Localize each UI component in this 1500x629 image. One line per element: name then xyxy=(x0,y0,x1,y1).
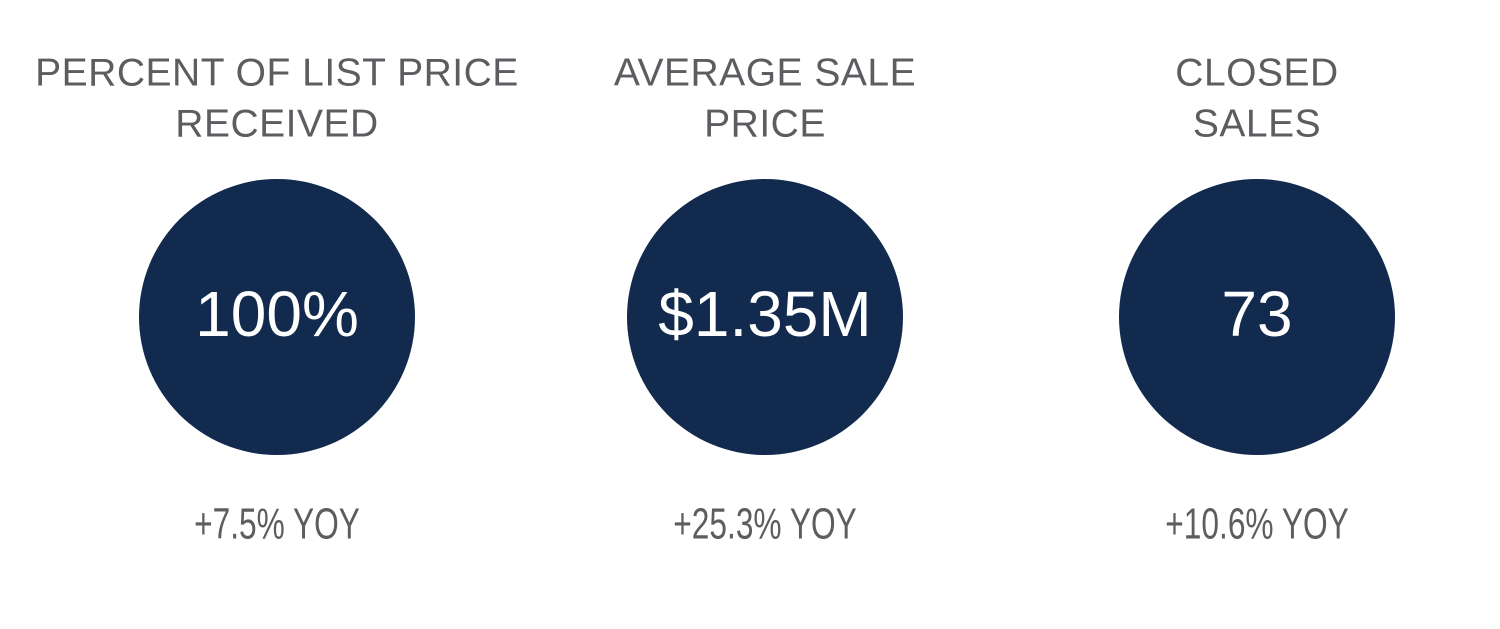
metric-change: +7.5% YOY xyxy=(194,500,360,549)
metric-circle xyxy=(1119,179,1395,455)
change-wrap: +10.6% YOY xyxy=(1165,500,1348,549)
metric-value: 73 xyxy=(1221,278,1292,350)
metric-value: 100% xyxy=(195,278,359,350)
metric-title: SALES xyxy=(1193,102,1321,145)
metric-change: +10.6% YOY xyxy=(1165,500,1348,549)
metric-title: CLOSED xyxy=(1175,51,1338,94)
metric-value: $1.35M xyxy=(658,278,871,350)
metric-card: CLOSED SALES 73 +10.6% YOY xyxy=(1119,51,1395,549)
metric-title: PERCENT OF LIST PRICE xyxy=(35,51,519,94)
change-wrap: +7.5% YOY xyxy=(194,500,360,549)
metric-title: PRICE xyxy=(704,102,826,145)
metric-circle xyxy=(139,179,415,455)
change-wrap: +25.3% YOY xyxy=(673,500,856,549)
metric-change: +25.3% YOY xyxy=(673,500,856,549)
metric-title: RECEIVED xyxy=(175,102,378,145)
metric-card: PERCENT OF LIST PRICE RECEIVED 100% +7.5% Y… xyxy=(35,51,519,549)
metric-card: AVERAGE SALE PRICE $1.35M +25.3% YOY xyxy=(614,51,916,549)
metric-circle xyxy=(627,179,903,455)
metric-title: AVERAGE SALE xyxy=(614,51,916,94)
